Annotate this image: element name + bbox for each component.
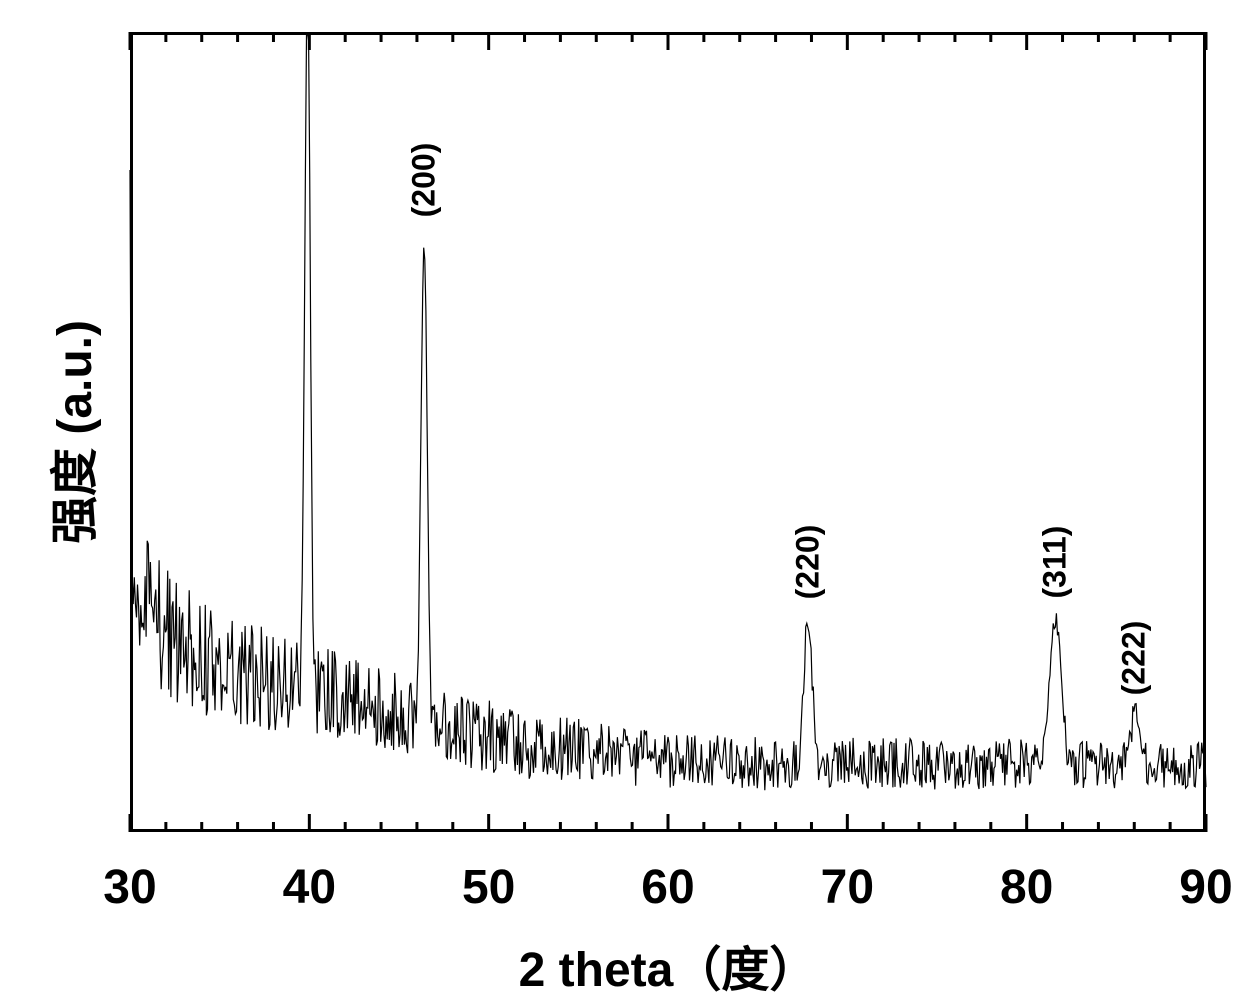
- x-axis-label: 2 theta（度）: [519, 930, 818, 1000]
- peak-label: (200): [406, 143, 443, 218]
- peak-label: (311): [1037, 526, 1074, 599]
- xrd-chart: 强度 (a.u.) 2 theta（度） 30405060708090(111)…: [0, 0, 1240, 978]
- peak-label: (220): [789, 525, 826, 600]
- y-axis-label: 强度 (a.u.): [35, 320, 105, 544]
- data-trace: [0, 0, 1240, 978]
- x-tick-label: 50: [462, 860, 515, 915]
- x-tick-label: 70: [821, 860, 874, 915]
- x-tick-label: 80: [1000, 860, 1053, 915]
- x-tick-label: 60: [641, 860, 694, 915]
- x-tick-label: 40: [283, 860, 336, 915]
- x-tick-label: 30: [103, 860, 156, 915]
- x-tick-label: 90: [1179, 860, 1232, 915]
- peak-label: (222): [1116, 621, 1153, 696]
